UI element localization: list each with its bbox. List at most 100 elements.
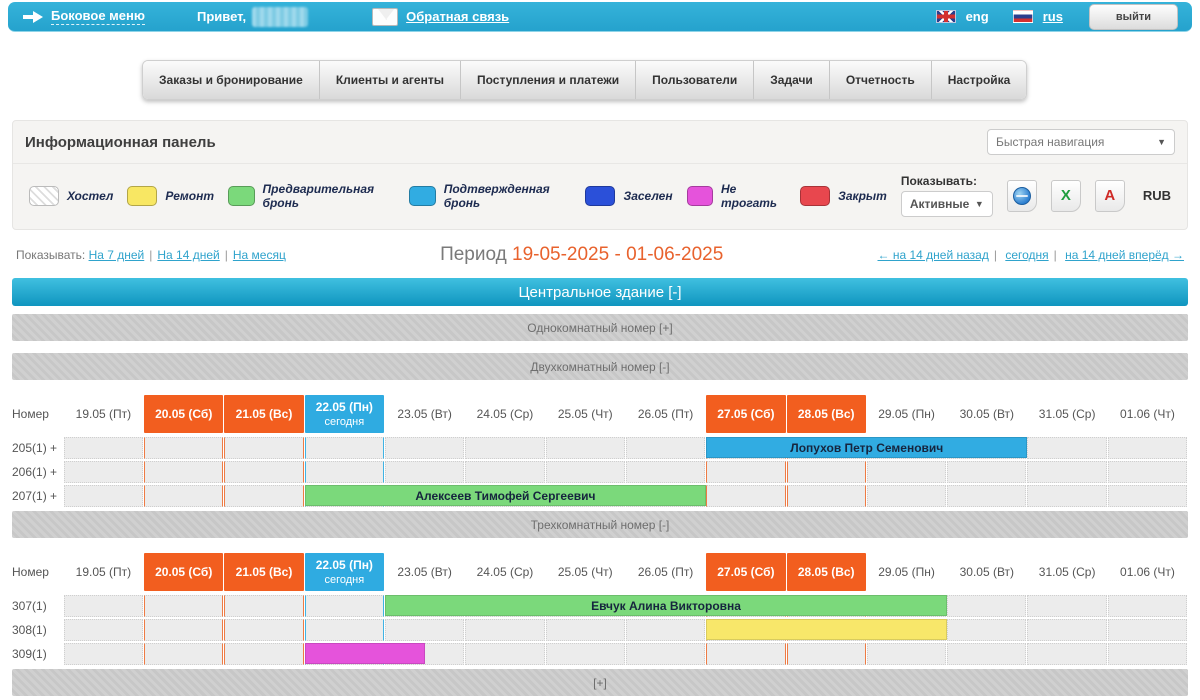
calendar-cell[interactable] xyxy=(625,619,706,641)
calendar-cell[interactable] xyxy=(465,619,545,641)
calendar-cell[interactable] xyxy=(304,619,384,641)
calendar-cell[interactable] xyxy=(144,619,224,641)
room-label[interactable]: 206(1) + xyxy=(12,465,58,479)
excel-export-icon[interactable]: X xyxy=(1050,179,1081,212)
calendar-cell[interactable] xyxy=(1107,595,1188,617)
tab-reports[interactable]: Отчетность xyxy=(829,61,932,99)
booking-bar[interactable] xyxy=(304,643,426,664)
booking-bar[interactable] xyxy=(706,619,948,640)
calendar-cell[interactable] xyxy=(1027,643,1107,665)
calendar-cell[interactable] xyxy=(224,437,304,459)
calendar-cell[interactable] xyxy=(866,485,947,507)
tab-payments[interactable]: Поступления и платежи xyxy=(460,61,637,99)
calendar-cell[interactable] xyxy=(786,643,866,665)
calendar-cell[interactable] xyxy=(1027,595,1107,617)
calendar-cell[interactable] xyxy=(625,643,706,665)
calendar-cell[interactable] xyxy=(304,461,384,483)
calendar-cell[interactable] xyxy=(224,619,304,641)
calendar-cell[interactable] xyxy=(144,643,224,665)
calendar-cell[interactable] xyxy=(465,437,545,459)
calendar-cell[interactable] xyxy=(1107,643,1188,665)
calendar-cell[interactable] xyxy=(625,461,706,483)
calendar-cell[interactable] xyxy=(1107,485,1188,507)
feedback-link[interactable]: Обратная связь xyxy=(406,9,510,24)
building-header-central[interactable]: Центральное здание [-] xyxy=(12,278,1188,306)
room-label[interactable]: 307(1) xyxy=(12,599,47,613)
tab-orders[interactable]: Заказы и бронирование xyxy=(143,61,320,99)
calendar-cell[interactable] xyxy=(63,437,144,459)
active-filter-select[interactable]: Активные ▼ xyxy=(900,191,993,217)
calendar-cell[interactable] xyxy=(304,437,384,459)
room-type-one-room-bar[interactable]: Однокомнатный номер [+] xyxy=(12,314,1188,341)
calendar-cell[interactable] xyxy=(545,619,625,641)
pdf-export-icon[interactable]: A xyxy=(1094,179,1125,212)
calendar-cell[interactable] xyxy=(384,437,465,459)
tab-settings[interactable]: Настройка xyxy=(931,61,1027,99)
calendar-cell[interactable] xyxy=(63,461,144,483)
calendar-cell[interactable] xyxy=(144,595,224,617)
calendar-cell[interactable] xyxy=(545,461,625,483)
room-label[interactable]: 308(1) xyxy=(12,623,47,637)
calendar-cell[interactable] xyxy=(304,595,384,617)
calendar-cell[interactable] xyxy=(63,643,144,665)
tab-users[interactable]: Пользователи xyxy=(636,61,755,99)
calendar-cell[interactable] xyxy=(384,619,465,641)
calendar-cell[interactable] xyxy=(1107,619,1188,641)
range-month-link[interactable]: На месяц xyxy=(232,248,286,262)
booking-bar[interactable]: Алексеев Тимофей Сергеевич xyxy=(304,485,707,506)
html-export-icon[interactable] xyxy=(1006,179,1037,212)
logout-button[interactable]: выйти xyxy=(1088,3,1178,30)
calendar-cell[interactable] xyxy=(465,461,545,483)
room-type-three-room-bar[interactable]: Трехкомнатный номер [-] xyxy=(12,511,1188,538)
lang-rus-link[interactable]: rus xyxy=(1042,9,1063,24)
calendar-cell[interactable] xyxy=(144,461,224,483)
calendar-cell[interactable] xyxy=(144,485,224,507)
calendar-cell[interactable] xyxy=(947,485,1027,507)
calendar-cell[interactable] xyxy=(224,643,304,665)
calendar-cell[interactable] xyxy=(947,643,1027,665)
calendar-cell[interactable] xyxy=(545,437,625,459)
calendar-cell[interactable] xyxy=(144,437,224,459)
calendar-cell[interactable] xyxy=(63,619,144,641)
calendar-cell[interactable] xyxy=(1027,485,1107,507)
calendar-cell[interactable] xyxy=(947,595,1027,617)
calendar-cell[interactable] xyxy=(1027,437,1107,459)
calendar-cell[interactable] xyxy=(706,485,786,507)
calendar-cell[interactable] xyxy=(947,619,1027,641)
calendar-cell[interactable] xyxy=(384,461,465,483)
calendar-cell[interactable] xyxy=(1107,461,1188,483)
calendar-cell[interactable] xyxy=(63,595,144,617)
calendar-cell[interactable] xyxy=(786,461,866,483)
calendar-cell[interactable] xyxy=(1027,461,1107,483)
calendar-cell[interactable] xyxy=(706,461,786,483)
calendar-cell[interactable] xyxy=(706,643,786,665)
calendar-cell[interactable] xyxy=(947,461,1027,483)
calendar-cell[interactable] xyxy=(866,643,947,665)
calendar-cell[interactable] xyxy=(625,437,706,459)
calendar-cell[interactable] xyxy=(465,643,545,665)
calendar-cell[interactable] xyxy=(786,485,866,507)
expand-section-bar[interactable]: [+] xyxy=(12,669,1188,696)
room-label[interactable]: 205(1) + xyxy=(12,441,58,455)
calendar-cell[interactable] xyxy=(1107,437,1188,459)
uk-flag-icon[interactable] xyxy=(935,10,956,23)
range-14-days-link[interactable]: На 14 дней xyxy=(157,248,220,262)
quick-nav-select[interactable]: Быстрая навигация ▼ xyxy=(987,129,1175,155)
calendar-cell[interactable] xyxy=(866,461,947,483)
calendar-cell[interactable] xyxy=(224,485,304,507)
ru-flag-icon[interactable] xyxy=(1012,10,1033,23)
nav-forward-link[interactable]: на 14 дней вперёд → xyxy=(1065,248,1184,262)
room-label[interactable]: 207(1) + xyxy=(12,489,58,503)
lang-eng[interactable]: eng xyxy=(965,9,989,24)
side-menu-link[interactable]: Боковое меню xyxy=(51,8,145,25)
calendar-cell[interactable] xyxy=(63,485,144,507)
room-label[interactable]: 309(1) xyxy=(12,647,47,661)
tab-clients[interactable]: Клиенты и агенты xyxy=(319,61,461,99)
calendar-cell[interactable] xyxy=(1027,619,1107,641)
booking-bar[interactable]: Лопухов Петр Семенович xyxy=(706,437,1028,458)
nav-back-link[interactable]: ← на 14 дней назад xyxy=(877,248,989,262)
nav-today-link[interactable]: сегодня xyxy=(1005,248,1049,262)
calendar-cell[interactable] xyxy=(224,461,304,483)
range-7-days-link[interactable]: На 7 дней xyxy=(88,248,145,262)
calendar-cell[interactable] xyxy=(545,643,625,665)
